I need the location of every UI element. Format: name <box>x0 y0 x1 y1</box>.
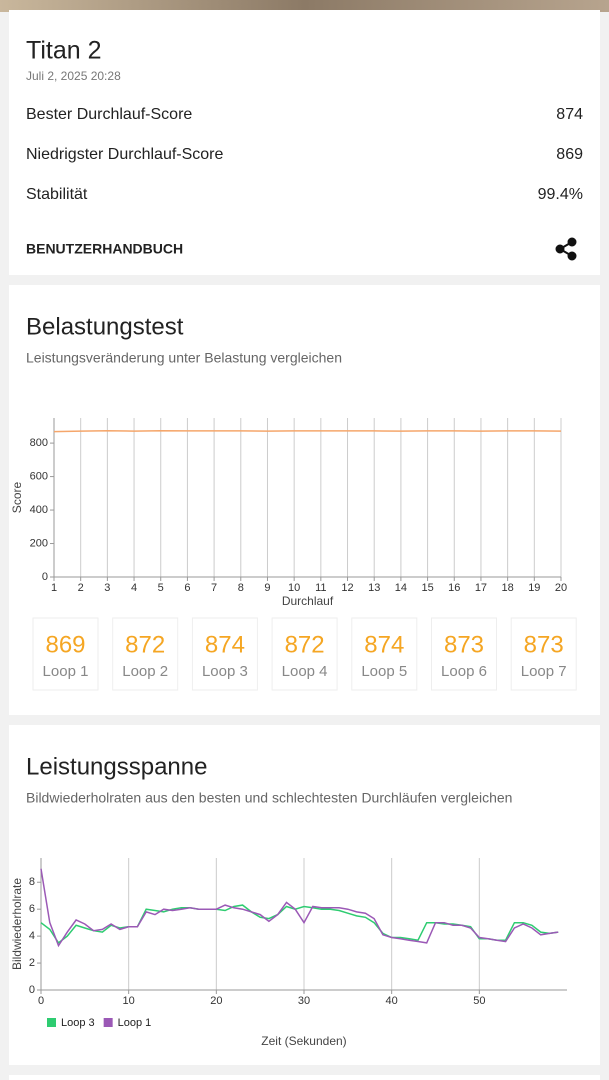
legend-label: Loop 1 <box>118 1017 152 1029</box>
loop-label: Loop 7 <box>521 663 567 680</box>
loop-score: 872 <box>125 631 165 658</box>
y-axis-label: Bildwiederholrate <box>10 878 24 970</box>
x-tick-label: 17 <box>475 582 487 594</box>
x-tick-label: 20 <box>210 995 222 1007</box>
loop-label: Loop 2 <box>122 663 168 680</box>
legend-swatch <box>47 1018 56 1027</box>
loop-label: Loop 4 <box>282 663 328 680</box>
summary-card <box>9 10 600 275</box>
x-axis-label: Durchlauf <box>282 594 334 608</box>
section-title: Leistungsspanne <box>26 753 207 780</box>
x-tick-label: 30 <box>298 995 310 1007</box>
loop-card <box>271 617 338 691</box>
data-line <box>53 429 562 433</box>
loop-score: 872 <box>285 631 325 658</box>
x-tick-label: 7 <box>211 582 217 594</box>
x-tick-label: 3 <box>104 582 110 594</box>
y-axis-label: Score <box>10 482 24 514</box>
x-tick-label: 50 <box>473 995 485 1007</box>
x-tick-label: 8 <box>238 582 244 594</box>
x-tick-label: 6 <box>184 582 190 594</box>
x-tick-label: 2 <box>78 582 84 594</box>
y-tick-label: 600 <box>30 470 48 482</box>
x-tick-label: 9 <box>264 582 270 594</box>
legend-label: Loop 3 <box>61 1017 95 1029</box>
device-title: Titan 2 <box>26 37 102 65</box>
loop-label: Loop 5 <box>361 663 407 680</box>
y-tick-label: 8 <box>29 876 35 888</box>
y-tick-label: 0 <box>42 571 48 583</box>
loop-score: 874 <box>205 631 245 658</box>
stat-value: 874 <box>556 106 583 123</box>
stat-label: Niedrigster Durchlauf-Score <box>26 146 224 163</box>
stat-value: 99.4% <box>538 186 583 203</box>
loop-card <box>510 617 577 691</box>
loop-label: Loop 3 <box>202 663 248 680</box>
x-tick-label: 16 <box>448 582 460 594</box>
banner-image <box>0 0 609 12</box>
loop-score: 873 <box>524 631 564 658</box>
x-tick-label: 14 <box>395 582 407 594</box>
x-tick-label: 19 <box>528 582 540 594</box>
loop-score: 873 <box>444 631 484 658</box>
loop-score: 869 <box>45 631 85 658</box>
next-card <box>9 1075 600 1080</box>
x-tick-label: 20 <box>555 582 567 594</box>
legend-swatch <box>103 1018 113 1027</box>
y-tick-label: 200 <box>30 537 48 549</box>
stat-label: Bester Durchlauf-Score <box>26 106 192 123</box>
x-tick-label: 11 <box>315 582 326 594</box>
section-subtitle: Leistungsveränderung unter Belastung ver… <box>26 350 342 366</box>
x-tick-label: 10 <box>288 582 300 594</box>
share-button[interactable] <box>555 237 577 261</box>
x-tick-label: 5 <box>158 582 164 594</box>
x-tick-label: 4 <box>131 582 137 594</box>
y-tick-label: 6 <box>29 903 35 915</box>
loop-label: Loop 1 <box>43 663 89 680</box>
x-tick-label: 15 <box>421 582 433 594</box>
y-tick-label: 2 <box>29 957 35 969</box>
manual-link[interactable]: BENUTZERHANDBUCH <box>26 241 183 257</box>
y-tick-label: 400 <box>30 504 48 516</box>
section-subtitle: Bildwiederholraten aus den besten und sc… <box>26 790 512 806</box>
x-tick-label: 0 <box>38 995 44 1007</box>
x-tick-label: 10 <box>123 995 135 1007</box>
stat-label: Stabilität <box>26 186 88 203</box>
date: Juli 2, 2025 20:28 <box>26 69 121 83</box>
loop-score: 874 <box>364 631 404 658</box>
section-title: Belastungstest <box>26 313 184 340</box>
stat-value: 869 <box>556 146 583 163</box>
x-tick-label: 18 <box>502 582 514 594</box>
x-axis-label: Zeit (Sekunden) <box>261 1034 346 1048</box>
loop-label: Loop 6 <box>441 663 487 680</box>
x-tick-label: 40 <box>386 995 398 1007</box>
y-tick-label: 800 <box>30 437 48 449</box>
y-tick-label: 4 <box>29 930 35 942</box>
loop-card <box>351 617 418 691</box>
loop-card <box>191 617 258 691</box>
loop-card <box>32 617 99 691</box>
y-tick-label: 0 <box>29 984 35 996</box>
x-tick-label: 1 <box>51 582 57 594</box>
x-tick-label: 13 <box>368 582 380 594</box>
loop-card <box>112 617 179 691</box>
x-tick-label: 12 <box>341 582 353 594</box>
data-line <box>40 868 559 948</box>
loop-card <box>431 617 497 691</box>
